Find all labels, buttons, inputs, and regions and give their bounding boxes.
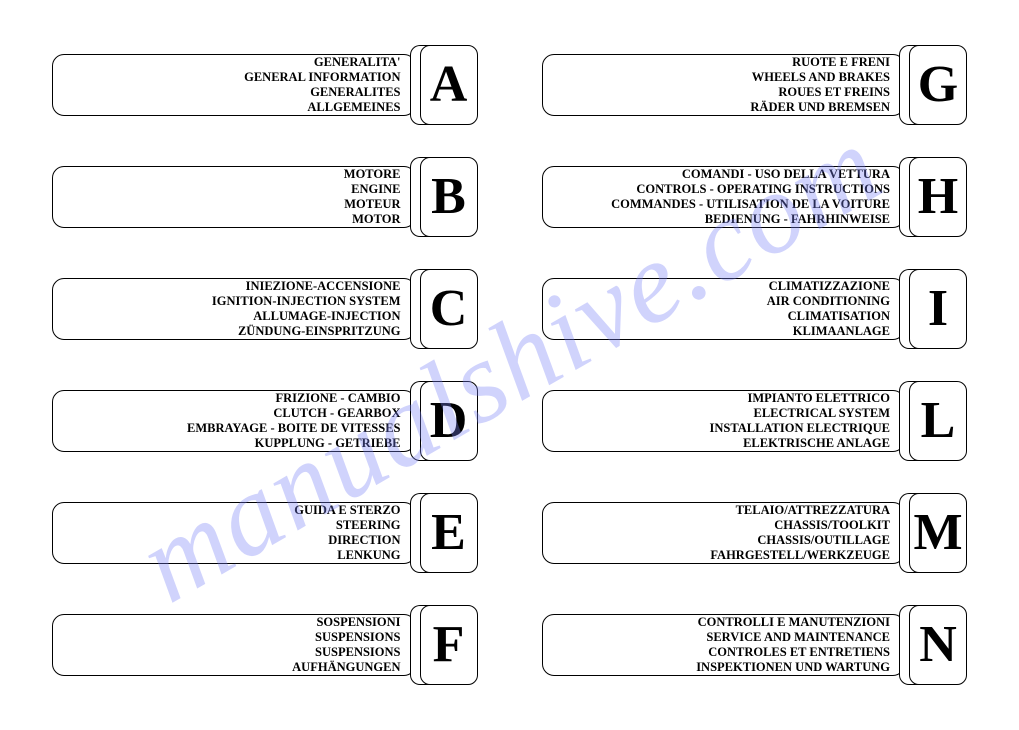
section-label-box: IMPIANTO ELETTRICOELECTRICAL SYSTEMINSTA…	[542, 390, 906, 452]
section-label-line: CHASSIS/TOOLKIT	[774, 518, 890, 533]
section-tab-l[interactable]: IMPIANTO ELETTRICOELECTRICAL SYSTEMINSTA…	[542, 384, 968, 458]
section-tab-h[interactable]: COMANDI - USO DELLA VETTURACONTROLS - OP…	[542, 160, 968, 234]
section-label-line: INSPEKTIONEN UND WARTUNG	[696, 660, 890, 675]
section-label-line: STEERING	[336, 518, 401, 533]
section-label-line: FAHRGESTELL/WERKZEUGE	[710, 548, 890, 563]
index-page: GENERALITA'GENERAL INFORMATIONGENERALITE…	[0, 0, 1019, 730]
section-label-box: RUOTE E FRENIWHEELS AND BRAKESROUES ET F…	[542, 54, 906, 116]
section-label-line: CHASSIS/OUTILLAGE	[757, 533, 890, 548]
section-tab-c[interactable]: INIEZIONE-ACCENSIONEIGNITION-INJECTION S…	[52, 272, 478, 346]
section-label-line: COMMANDES - UTILISATION DE LA VOITURE	[611, 197, 890, 212]
section-label-box: CONTROLLI E MANUTENZIONISERVICE AND MAIN…	[542, 614, 906, 676]
section-label-box: FRIZIONE - CAMBIOCLUTCH - GEARBOXEMBRAYA…	[52, 390, 416, 452]
section-label-line: INIEZIONE-ACCENSIONE	[246, 279, 401, 294]
section-letter-box: D	[420, 381, 478, 461]
section-label-box: GENERALITA'GENERAL INFORMATIONGENERALITE…	[52, 54, 416, 116]
section-label-line: EMBRAYAGE - BOITE DE VITESSES	[187, 421, 401, 436]
section-label-box: CLIMATIZZAZIONEAIR CONDITIONINGCLIMATISA…	[542, 278, 906, 340]
section-label-box: COMANDI - USO DELLA VETTURACONTROLS - OP…	[542, 166, 906, 228]
section-letter-box: L	[909, 381, 967, 461]
right-column: RUOTE E FRENIWHEELS AND BRAKESROUES ET F…	[542, 48, 968, 682]
section-label-box: TELAIO/ATTREZZATURACHASSIS/TOOLKITCHASSI…	[542, 502, 906, 564]
section-label-line: BEDIENUNG - FAHRHINWEISE	[705, 212, 890, 227]
section-letter: C	[430, 283, 468, 335]
section-label-line: DIRECTION	[328, 533, 400, 548]
section-label-line: WHEELS AND BRAKES	[752, 70, 890, 85]
section-letter-box: H	[909, 157, 967, 237]
section-letter-box: E	[420, 493, 478, 573]
section-letter: E	[431, 507, 466, 559]
section-label-line: ENGINE	[351, 182, 400, 197]
section-label-line: ELEKTRISCHE ANLAGE	[743, 436, 890, 451]
section-letter: G	[918, 59, 958, 111]
section-label-line: CLIMATISATION	[788, 309, 890, 324]
section-label-box: MOTOREENGINEMOTEURMOTOR	[52, 166, 416, 228]
section-label-line: CONTROLLI E MANUTENZIONI	[698, 615, 890, 630]
section-letter: L	[921, 395, 956, 447]
section-label-line: SERVICE AND MAINTENANCE	[706, 630, 890, 645]
section-label-box: SOSPENSIONISUSPENSIONSSUSPENSIONSAUFHÄNG…	[52, 614, 416, 676]
section-letter-box: B	[420, 157, 478, 237]
section-label-line: MOTOR	[352, 212, 400, 227]
section-label-line: IMPIANTO ELETTRICO	[747, 391, 890, 406]
section-letter-box: G	[909, 45, 967, 125]
section-label-line: RÄDER UND BREMSEN	[750, 100, 890, 115]
section-label-line: GUIDA E STERZO	[294, 503, 400, 518]
section-label-line: GENERALITA'	[314, 55, 401, 70]
section-tab-a[interactable]: GENERALITA'GENERAL INFORMATIONGENERALITE…	[52, 48, 478, 122]
section-letter: N	[919, 619, 957, 671]
section-tab-d[interactable]: FRIZIONE - CAMBIOCLUTCH - GEARBOXEMBRAYA…	[52, 384, 478, 458]
section-tab-m[interactable]: TELAIO/ATTREZZATURACHASSIS/TOOLKITCHASSI…	[542, 496, 968, 570]
section-label-line: RUOTE E FRENI	[792, 55, 890, 70]
section-letter-box: N	[909, 605, 967, 685]
section-label-line: CLUTCH - GEARBOX	[273, 406, 400, 421]
section-tab-e[interactable]: GUIDA E STERZOSTEERINGDIRECTIONLENKUNG E	[52, 496, 478, 570]
section-label-line: AIR CONDITIONING	[767, 294, 890, 309]
section-tab-g[interactable]: RUOTE E FRENIWHEELS AND BRAKESROUES ET F…	[542, 48, 968, 122]
section-letter: B	[431, 171, 466, 223]
section-tab-b[interactable]: MOTOREENGINEMOTEURMOTOR B	[52, 160, 478, 234]
section-label-line: SOSPENSIONI	[316, 615, 400, 630]
section-label-line: CONTROLES ET ENTRETIENS	[708, 645, 890, 660]
section-letter-box: F	[420, 605, 478, 685]
section-label-line: ALLUMAGE-INJECTION	[253, 309, 400, 324]
section-label-line: CONTROLS - OPERATING INSTRUCTIONS	[636, 182, 890, 197]
section-label-line: SUSPENSIONS	[315, 645, 400, 660]
section-letter: A	[430, 59, 468, 111]
section-label-box: INIEZIONE-ACCENSIONEIGNITION-INJECTION S…	[52, 278, 416, 340]
section-label-line: KLIMAANLAGE	[793, 324, 890, 339]
section-label-line: INSTALLATION ELECTRIQUE	[710, 421, 891, 436]
section-label-box: GUIDA E STERZOSTEERINGDIRECTIONLENKUNG	[52, 502, 416, 564]
section-letter: D	[430, 395, 468, 447]
section-label-line: SUSPENSIONS	[315, 630, 400, 645]
section-label-line: ROUES ET FREINS	[778, 85, 890, 100]
section-letter: M	[913, 507, 962, 559]
section-tab-f[interactable]: SOSPENSIONISUSPENSIONSSUSPENSIONSAUFHÄNG…	[52, 608, 478, 682]
section-label-line: MOTORE	[344, 167, 401, 182]
section-letter-box: C	[420, 269, 478, 349]
section-letter: I	[928, 283, 948, 335]
section-letter: H	[918, 171, 958, 223]
section-label-line: GENERAL INFORMATION	[244, 70, 400, 85]
section-label-line: ZÜNDUNG-EINSPRITZUNG	[238, 324, 401, 339]
section-label-line: GENERALITES	[310, 85, 400, 100]
section-label-line: TELAIO/ATTREZZATURA	[736, 503, 890, 518]
section-letter-box: M	[909, 493, 967, 573]
section-label-line: FRIZIONE - CAMBIO	[275, 391, 400, 406]
left-column: GENERALITA'GENERAL INFORMATIONGENERALITE…	[52, 48, 478, 682]
section-label-line: COMANDI - USO DELLA VETTURA	[682, 167, 890, 182]
section-label-line: IGNITION-INJECTION SYSTEM	[212, 294, 401, 309]
section-letter-box: A	[420, 45, 478, 125]
section-letter: F	[433, 619, 465, 671]
section-label-line: CLIMATIZZAZIONE	[769, 279, 890, 294]
section-label-line: LENKUNG	[337, 548, 400, 563]
section-label-line: ELECTRICAL SYSTEM	[754, 406, 891, 421]
section-label-line: ALLGEMEINES	[307, 100, 400, 115]
section-label-line: AUFHÄNGUNGEN	[292, 660, 400, 675]
section-tab-n[interactable]: CONTROLLI E MANUTENZIONISERVICE AND MAIN…	[542, 608, 968, 682]
section-label-line: MOTEUR	[344, 197, 400, 212]
section-letter-box: I	[909, 269, 967, 349]
section-tab-i[interactable]: CLIMATIZZAZIONEAIR CONDITIONINGCLIMATISA…	[542, 272, 968, 346]
section-label-line: KUPPLUNG - GETRIEBE	[255, 436, 401, 451]
